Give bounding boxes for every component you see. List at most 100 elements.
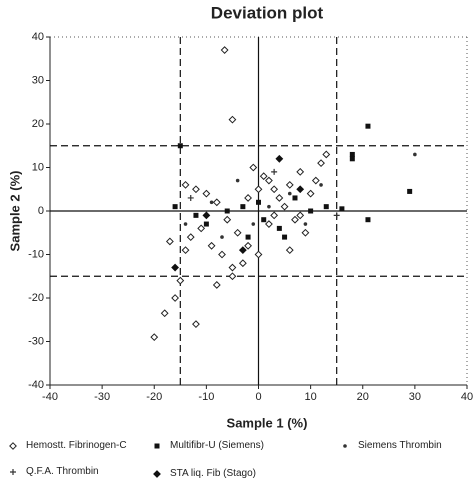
legend-label: Hemostt. Fibrinogen-C <box>26 440 127 451</box>
point <box>296 167 305 176</box>
point <box>228 272 237 281</box>
point <box>292 195 298 201</box>
point <box>249 163 258 172</box>
point <box>220 235 224 239</box>
point <box>323 204 329 210</box>
point <box>285 180 294 189</box>
point <box>240 204 246 210</box>
point <box>301 228 310 237</box>
point <box>245 234 251 240</box>
point <box>265 220 273 228</box>
y-tick-label: 30 <box>32 74 44 86</box>
point <box>308 208 314 214</box>
y-tick-label: 10 <box>32 161 44 173</box>
point <box>333 212 340 219</box>
point <box>154 443 160 449</box>
point <box>172 204 178 210</box>
point <box>306 189 315 198</box>
point <box>303 222 308 226</box>
point <box>176 276 185 285</box>
point <box>270 211 279 220</box>
point <box>339 206 345 212</box>
point <box>311 176 320 185</box>
point <box>193 212 199 218</box>
point <box>296 211 305 220</box>
point <box>276 225 282 231</box>
x-tick-label: 40 <box>461 391 473 403</box>
x-tick-label: 20 <box>357 391 369 403</box>
legend-icon <box>9 442 17 450</box>
y-tick-label: -30 <box>28 335 44 347</box>
point <box>254 185 263 194</box>
point <box>10 469 16 475</box>
point <box>319 183 323 187</box>
legend-label: Multifibr-U (Siemens) <box>170 440 264 451</box>
point <box>160 309 169 318</box>
point <box>181 180 190 189</box>
point <box>171 294 180 302</box>
point <box>183 222 188 226</box>
point <box>271 168 278 175</box>
point <box>238 246 247 255</box>
point <box>267 204 271 209</box>
legend-icon <box>10 469 16 475</box>
point <box>153 470 161 478</box>
point <box>207 241 216 250</box>
legend-label: Q.F.A. Thrombin <box>26 466 99 477</box>
point <box>228 263 237 272</box>
point <box>223 215 232 224</box>
y-tick-label: -20 <box>28 292 44 304</box>
point <box>244 241 252 250</box>
point <box>218 250 226 259</box>
point <box>150 333 159 342</box>
y-tick-label: 0 <box>38 205 44 217</box>
x-tick-label: 30 <box>409 391 421 403</box>
point <box>349 151 355 157</box>
point <box>224 208 230 214</box>
y-tick-label: -10 <box>28 248 44 260</box>
x-tick-label: -30 <box>94 391 110 403</box>
point <box>261 217 267 223</box>
point <box>202 211 211 220</box>
point <box>296 185 305 194</box>
point <box>259 172 268 181</box>
point <box>285 246 294 255</box>
point <box>317 159 325 168</box>
point <box>209 200 214 205</box>
point <box>203 221 209 227</box>
point <box>275 154 284 163</box>
point <box>275 194 284 202</box>
legend-icon <box>153 470 161 478</box>
point <box>212 281 221 289</box>
point <box>192 185 200 194</box>
y-tick-label: -40 <box>28 379 44 391</box>
point <box>365 123 371 129</box>
legend-label: STA liq. Fib (Stago) <box>170 468 256 479</box>
point <box>265 176 273 185</box>
point <box>233 228 242 237</box>
point <box>165 237 174 246</box>
x-tick-label: 10 <box>305 391 317 403</box>
x-tick-label: -20 <box>146 391 162 403</box>
point <box>413 152 417 157</box>
point <box>349 156 355 162</box>
legend-icon <box>154 443 160 449</box>
legend-label: Siemens Thrombin <box>358 440 442 451</box>
point <box>322 150 331 159</box>
x-axis-title: Sample 1 (%) <box>227 415 308 430</box>
point <box>235 178 240 183</box>
point <box>343 444 347 448</box>
point <box>280 202 289 211</box>
point <box>407 188 413 194</box>
point <box>186 233 195 242</box>
point <box>244 194 252 202</box>
point <box>9 442 17 450</box>
point <box>251 222 256 226</box>
point <box>365 217 371 223</box>
point <box>256 199 261 205</box>
point <box>181 246 190 255</box>
x-tick-label: -10 <box>198 391 214 403</box>
point <box>202 189 211 198</box>
point <box>270 185 279 194</box>
